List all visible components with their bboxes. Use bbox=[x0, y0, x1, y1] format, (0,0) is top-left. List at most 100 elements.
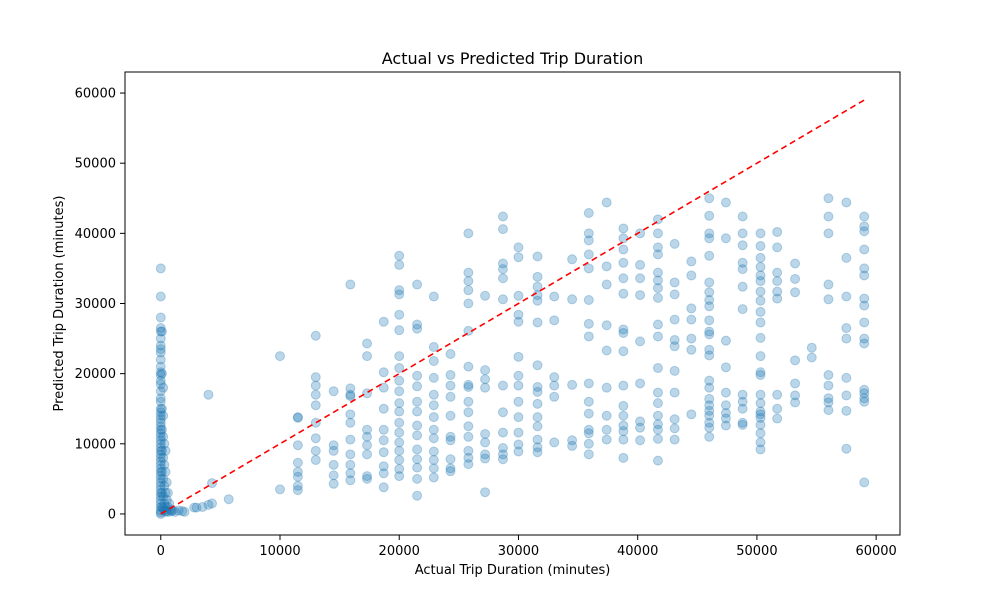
data-point bbox=[772, 403, 783, 414]
data-point bbox=[859, 393, 870, 404]
reference-line bbox=[160, 99, 865, 515]
data-point bbox=[652, 267, 663, 278]
data-point bbox=[720, 420, 731, 431]
data-point bbox=[207, 478, 218, 489]
data-point bbox=[412, 406, 423, 417]
data-point bbox=[378, 367, 389, 378]
data-point bbox=[772, 293, 783, 304]
data-point bbox=[463, 379, 474, 390]
data-point bbox=[532, 251, 543, 262]
data-point bbox=[463, 228, 474, 239]
data-point bbox=[155, 417, 166, 428]
data-point bbox=[155, 477, 166, 488]
data-point bbox=[601, 424, 612, 435]
data-point bbox=[345, 417, 356, 428]
data-point bbox=[755, 252, 766, 263]
data-point bbox=[412, 323, 423, 334]
data-point bbox=[394, 375, 405, 386]
data-point bbox=[567, 435, 578, 446]
data-point bbox=[362, 431, 373, 442]
data-point bbox=[155, 498, 166, 509]
data-point bbox=[310, 445, 321, 456]
data-point bbox=[513, 412, 524, 423]
data-point bbox=[345, 468, 356, 479]
data-point bbox=[790, 287, 801, 298]
data-point bbox=[669, 434, 680, 445]
data-point bbox=[532, 271, 543, 282]
data-point bbox=[166, 506, 177, 517]
data-point bbox=[618, 288, 629, 299]
data-point bbox=[158, 410, 169, 421]
data-point bbox=[755, 437, 766, 448]
data-point bbox=[156, 445, 167, 456]
data-point bbox=[549, 391, 560, 402]
data-point bbox=[823, 380, 834, 391]
y-tick-label: 0 bbox=[108, 507, 116, 522]
data-point bbox=[859, 477, 870, 488]
data-point bbox=[823, 294, 834, 305]
data-point bbox=[823, 393, 834, 404]
data-point bbox=[704, 344, 715, 355]
data-point bbox=[158, 382, 169, 393]
data-point bbox=[549, 437, 560, 448]
data-point bbox=[635, 273, 646, 284]
data-point bbox=[310, 454, 321, 465]
data-point bbox=[394, 464, 405, 475]
data-point bbox=[790, 378, 801, 389]
data-point bbox=[737, 211, 748, 222]
data-point bbox=[513, 242, 524, 253]
data-point bbox=[275, 484, 285, 495]
data-point bbox=[394, 427, 405, 438]
data-point bbox=[635, 290, 646, 301]
data-point bbox=[513, 290, 524, 301]
data-point bbox=[532, 412, 543, 423]
data-point bbox=[755, 295, 766, 306]
data-point bbox=[618, 346, 629, 357]
data-point bbox=[412, 396, 423, 407]
data-point bbox=[652, 331, 663, 342]
data-point bbox=[737, 417, 748, 428]
data-point bbox=[155, 410, 166, 421]
data-point bbox=[155, 323, 166, 334]
data-point bbox=[755, 270, 766, 281]
data-point bbox=[362, 351, 373, 362]
data-point bbox=[704, 315, 715, 326]
data-point bbox=[155, 354, 166, 365]
data-point bbox=[156, 368, 167, 379]
data-point bbox=[463, 396, 474, 407]
data-point bbox=[155, 501, 166, 512]
x-tick-label: 40000 bbox=[617, 544, 658, 559]
data-point bbox=[532, 381, 543, 392]
data-point bbox=[156, 424, 167, 435]
data-point bbox=[292, 412, 303, 423]
data-point bbox=[292, 466, 303, 477]
data-point bbox=[635, 416, 646, 427]
y-tick-label: 20000 bbox=[75, 367, 116, 382]
data-point bbox=[635, 336, 646, 347]
data-point bbox=[823, 405, 834, 416]
data-point bbox=[686, 314, 697, 325]
data-point bbox=[155, 428, 166, 439]
data-point bbox=[497, 294, 508, 305]
data-point bbox=[155, 507, 166, 518]
data-point bbox=[155, 491, 166, 502]
data-point bbox=[652, 242, 663, 253]
data-point bbox=[158, 473, 169, 484]
data-point bbox=[155, 347, 166, 358]
data-point bbox=[428, 454, 439, 465]
data-point bbox=[378, 316, 389, 327]
data-point bbox=[394, 309, 405, 320]
data-point bbox=[790, 258, 801, 269]
data-point bbox=[463, 276, 474, 287]
data-point bbox=[394, 386, 405, 397]
data-point bbox=[652, 283, 663, 294]
data-point bbox=[720, 407, 731, 418]
data-point bbox=[618, 426, 629, 437]
data-point bbox=[532, 317, 543, 328]
data-point bbox=[652, 455, 663, 466]
data-point bbox=[155, 326, 166, 337]
data-point bbox=[583, 449, 594, 460]
data-point bbox=[412, 473, 423, 484]
data-point bbox=[428, 412, 439, 423]
data-point bbox=[378, 461, 389, 472]
